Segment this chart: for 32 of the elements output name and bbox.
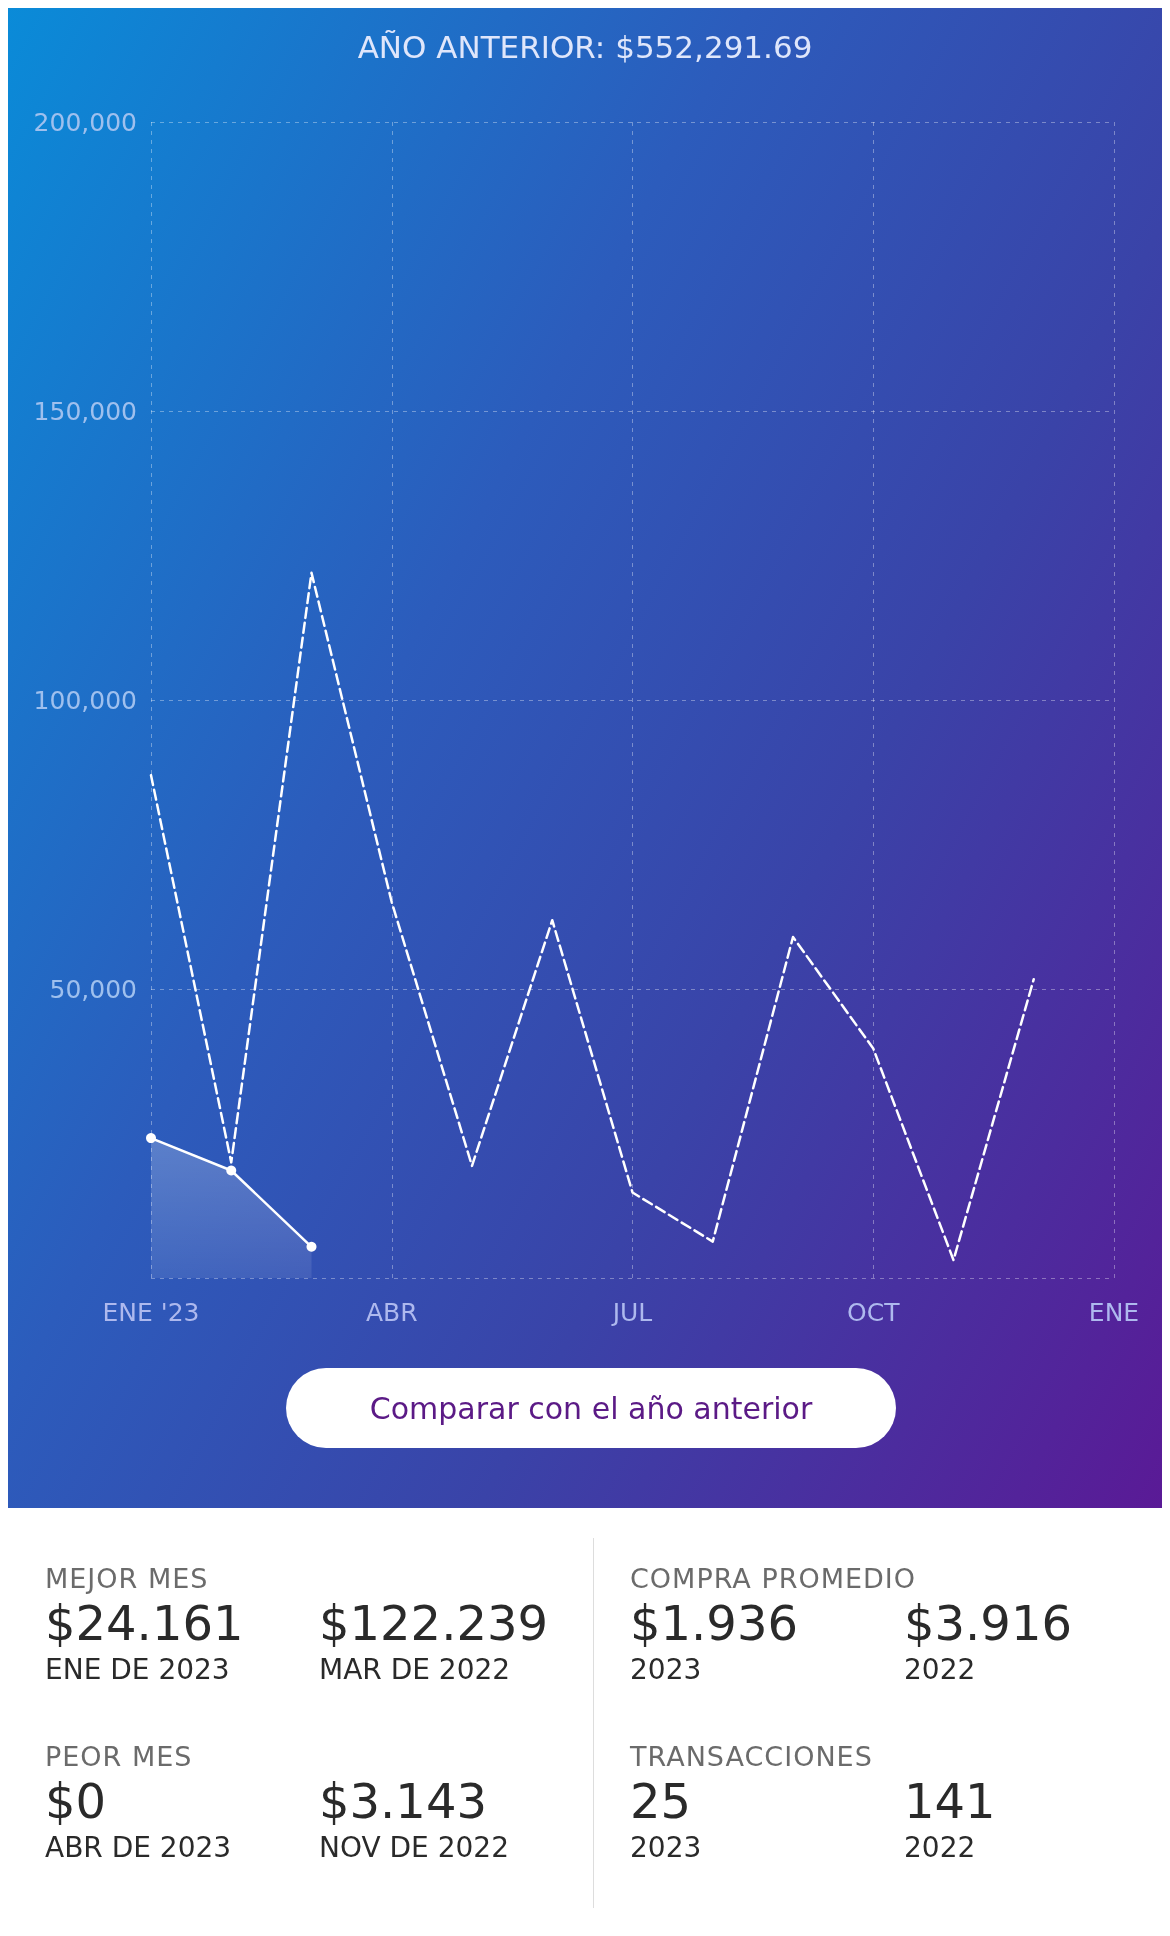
- text: $3.916: [904, 1595, 1073, 1651]
- text: MEJOR MES: [45, 1563, 210, 1594]
- text: Comparar con el año anterior: [286, 1368, 896, 1448]
- text: ABR DE 2023: [45, 1831, 233, 1864]
- text: 25: [630, 1773, 693, 1829]
- text: TRANSACCIONES: [630, 1741, 874, 1772]
- line-series: [149, 571, 1035, 1262]
- y-tick-label: 150,000: [33, 396, 137, 426]
- x-tick-label: OCT: [847, 1298, 901, 1327]
- y-tick-label: 50,000: [49, 974, 137, 1004]
- text: 2022: [904, 1653, 977, 1686]
- text: 2023: [630, 1831, 703, 1864]
- text: PEOR MES: [45, 1741, 194, 1772]
- chart-title: AÑO ANTERIOR: $552,291.69: [357, 28, 813, 65]
- x-tick-label: ENE '23: [102, 1298, 200, 1327]
- y-tick-label: 200,000: [33, 107, 137, 137]
- text: ENE DE 2023: [45, 1653, 231, 1686]
- text: $122.239: [319, 1595, 550, 1651]
- text: 2023: [630, 1653, 703, 1686]
- text: $24.161: [45, 1595, 245, 1651]
- text: NOV DE 2022: [319, 1831, 510, 1864]
- x-tick-label: JUL: [610, 1298, 653, 1327]
- text: 2022: [904, 1831, 977, 1864]
- text: $0: [45, 1773, 108, 1829]
- text: COMPRA PROMEDIO: [630, 1563, 918, 1594]
- text: MAR DE 2022: [319, 1653, 512, 1686]
- text: 141: [904, 1773, 997, 1829]
- x-tick-label: ABR: [365, 1298, 418, 1327]
- x-tick-label: ENE: [1088, 1298, 1140, 1327]
- text: $1.936: [630, 1595, 799, 1651]
- y-tick-label: 100,000: [33, 685, 137, 715]
- text: $3.143: [319, 1773, 488, 1829]
